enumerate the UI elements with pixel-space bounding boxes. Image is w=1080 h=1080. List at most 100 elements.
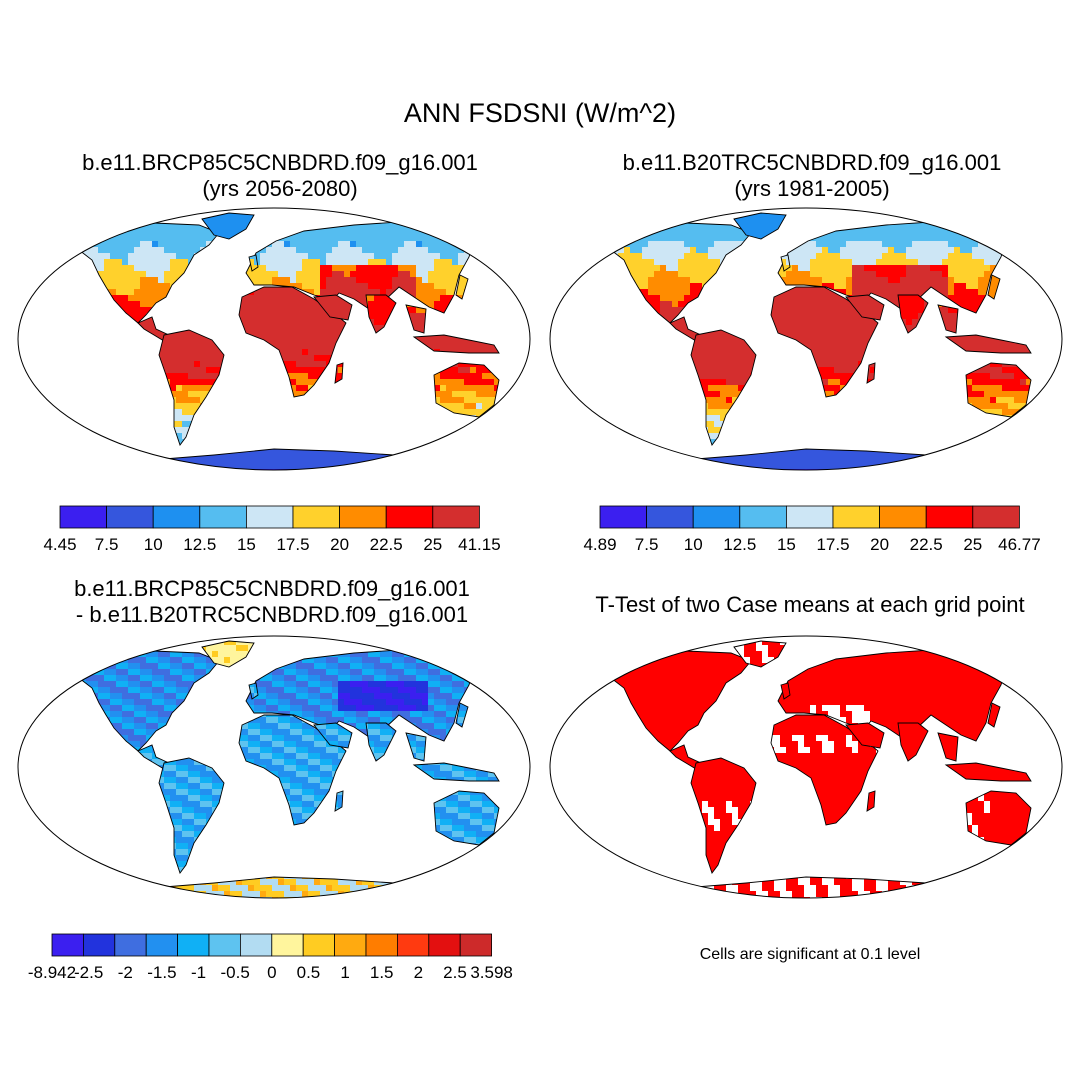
grid-cell [720, 373, 727, 380]
grid-cell [684, 463, 691, 470]
grid-cell [272, 295, 279, 302]
grid-cell [996, 229, 1003, 236]
grid-cell [488, 391, 495, 398]
grid-cell [798, 295, 805, 302]
grid-cell [774, 313, 781, 320]
grid-cell [822, 355, 829, 362]
grid-cell [738, 343, 745, 350]
grid-cell [864, 319, 871, 326]
grid-cell [840, 229, 847, 236]
grid-cell [188, 247, 195, 254]
grid-cell [678, 223, 685, 230]
grid-cell [242, 307, 249, 314]
grid-cell [618, 223, 625, 230]
grid-cell [452, 403, 459, 410]
grid-cell [798, 337, 805, 344]
grid-cell [440, 469, 447, 470]
grid-cell [864, 259, 871, 266]
grid-cell [398, 457, 405, 464]
grid-cell [422, 265, 429, 272]
grid-cell [440, 385, 447, 392]
grid-cell [176, 463, 183, 470]
grid-cell [446, 295, 453, 302]
grid-cell [972, 229, 979, 236]
grid-cell [906, 469, 913, 470]
grid-cell [702, 361, 709, 368]
grid-cell [79, 651, 81, 658]
grid-cell [266, 451, 273, 458]
grid-cell [314, 349, 321, 356]
grid-cell [206, 379, 213, 386]
grid-cell [386, 469, 393, 470]
grid-cell [768, 469, 775, 470]
grid-cell [918, 223, 925, 230]
grid-cell [894, 277, 901, 284]
grid-cell [440, 241, 447, 248]
grid-cell [128, 259, 135, 266]
grid-cell [452, 271, 459, 278]
grid-cell [320, 325, 327, 332]
grid-cell [518, 413, 525, 416]
grid-cell [374, 325, 381, 332]
grid-cell [804, 325, 811, 332]
grid-cell [254, 307, 261, 314]
grid-cell [672, 259, 679, 266]
grid-cell [912, 235, 919, 242]
grid-cell [338, 451, 345, 458]
grid-cell [702, 469, 709, 470]
grid-cell [182, 349, 189, 356]
grid-cell [864, 451, 871, 458]
grid-cell [678, 463, 685, 470]
grid-cell [750, 223, 757, 230]
grid-cell [726, 241, 733, 248]
grid-cell [296, 247, 303, 254]
grid-cell [936, 277, 943, 284]
grid-cell [996, 277, 1000, 284]
grid-cell [1026, 409, 1031, 416]
grid-cell [320, 265, 327, 272]
grid-cell [92, 229, 99, 236]
grid-cell [804, 451, 811, 458]
grid-cell [380, 463, 387, 470]
grid-cell [344, 271, 351, 278]
grid-cell [182, 469, 189, 470]
grid-cell [236, 217, 243, 224]
grid-cell [972, 271, 979, 278]
grid-cell [678, 469, 685, 470]
grid-cell [852, 283, 859, 290]
grid-cell [996, 253, 1003, 260]
grid-cell [876, 469, 883, 470]
grid-cell [302, 247, 309, 254]
grid-cell [79, 235, 81, 242]
grid-cell [134, 241, 141, 248]
grid-cell [912, 259, 919, 266]
grid-cell [894, 235, 901, 242]
grid-cell [260, 277, 267, 284]
grid-cell [738, 229, 745, 236]
grid-cell [642, 283, 649, 290]
grid-cell [446, 277, 453, 284]
grid-cell [422, 313, 426, 320]
grid-cell [302, 235, 309, 242]
grid-cell [678, 277, 685, 284]
grid-cell [864, 295, 871, 302]
grid-cell [726, 229, 733, 236]
grid-cell [666, 253, 673, 260]
grid-cell [1002, 241, 1006, 248]
grid-cell [948, 259, 955, 266]
grid-cell [416, 307, 423, 314]
grid-cell [332, 229, 339, 236]
grid-cell [284, 451, 291, 458]
grid-cell [702, 247, 709, 254]
grid-cell [744, 349, 751, 356]
grid-cell [446, 367, 453, 374]
grid-cell [828, 367, 835, 374]
grid-cell [410, 469, 417, 470]
grid-cell [648, 265, 655, 272]
grid-cell [810, 277, 817, 284]
grid-cell [678, 283, 685, 290]
grid-cell [176, 253, 183, 260]
grid-cell [308, 283, 315, 290]
grid-cell [780, 463, 787, 470]
grid-cell [684, 241, 691, 248]
